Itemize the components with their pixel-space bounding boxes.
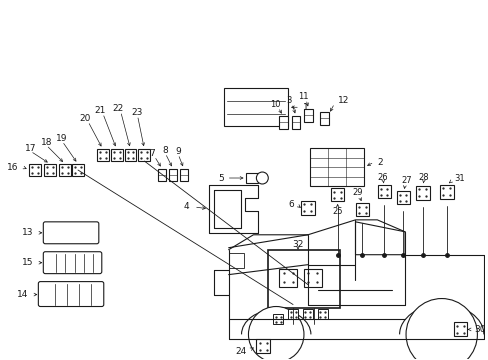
FancyBboxPatch shape bbox=[43, 252, 102, 274]
Bar bbox=[304, 109, 313, 122]
Text: 10: 10 bbox=[269, 100, 280, 109]
Text: 28: 28 bbox=[418, 172, 428, 181]
Bar bbox=[320, 112, 328, 125]
Circle shape bbox=[256, 172, 268, 184]
Bar bbox=[110, 149, 122, 161]
Text: 21: 21 bbox=[94, 106, 105, 115]
Bar bbox=[287, 310, 297, 319]
Text: 1: 1 bbox=[303, 103, 308, 112]
Bar bbox=[124, 149, 136, 161]
Text: 17: 17 bbox=[24, 144, 36, 153]
Text: 24: 24 bbox=[235, 347, 246, 356]
Text: 14: 14 bbox=[17, 290, 28, 299]
Bar bbox=[330, 189, 344, 201]
Bar bbox=[158, 169, 166, 181]
Bar bbox=[246, 173, 258, 183]
Bar bbox=[303, 310, 312, 319]
Bar bbox=[355, 203, 368, 216]
Text: 4: 4 bbox=[183, 202, 189, 211]
Text: 20: 20 bbox=[79, 114, 90, 123]
Bar bbox=[377, 185, 390, 198]
Text: 27: 27 bbox=[401, 176, 411, 185]
Text: 8: 8 bbox=[162, 145, 168, 154]
Bar bbox=[415, 186, 429, 200]
Text: 16: 16 bbox=[7, 163, 19, 172]
Bar bbox=[273, 315, 283, 324]
Text: 29: 29 bbox=[351, 188, 362, 197]
FancyBboxPatch shape bbox=[43, 222, 99, 244]
Bar bbox=[268, 250, 339, 307]
Bar bbox=[279, 269, 296, 287]
Text: 6: 6 bbox=[288, 201, 293, 210]
Bar bbox=[439, 185, 453, 199]
Bar bbox=[309, 148, 364, 186]
Text: 30: 30 bbox=[473, 325, 485, 334]
Bar bbox=[291, 116, 300, 129]
Circle shape bbox=[405, 298, 476, 360]
Bar bbox=[180, 169, 187, 181]
Bar bbox=[396, 192, 408, 204]
Text: 31: 31 bbox=[454, 174, 464, 183]
Bar bbox=[317, 310, 327, 319]
Bar bbox=[301, 201, 314, 215]
Bar bbox=[169, 169, 177, 181]
Bar bbox=[453, 323, 467, 336]
Text: 23: 23 bbox=[131, 108, 143, 117]
Text: 19: 19 bbox=[56, 134, 68, 143]
Text: 9: 9 bbox=[175, 147, 181, 156]
Text: 5: 5 bbox=[218, 174, 223, 183]
Text: 18: 18 bbox=[41, 138, 52, 147]
Bar bbox=[72, 164, 84, 176]
Bar bbox=[44, 164, 56, 176]
Text: 2: 2 bbox=[377, 158, 382, 167]
Bar bbox=[304, 269, 321, 287]
Text: 26: 26 bbox=[376, 172, 387, 181]
Text: 13: 13 bbox=[22, 228, 33, 237]
Text: 12: 12 bbox=[337, 96, 348, 105]
Bar bbox=[228, 253, 243, 268]
Text: 32: 32 bbox=[292, 240, 303, 249]
Text: 11: 11 bbox=[297, 92, 307, 101]
Text: 15: 15 bbox=[22, 258, 33, 267]
Text: 7: 7 bbox=[149, 149, 155, 158]
Text: 22: 22 bbox=[112, 104, 123, 113]
Bar bbox=[138, 149, 150, 161]
Text: 25: 25 bbox=[332, 207, 342, 216]
Bar bbox=[278, 116, 287, 129]
Circle shape bbox=[248, 306, 304, 360]
Bar bbox=[59, 164, 71, 176]
Text: 3: 3 bbox=[286, 96, 291, 105]
Bar bbox=[29, 164, 41, 176]
Bar bbox=[223, 88, 287, 126]
FancyBboxPatch shape bbox=[38, 282, 103, 306]
Bar bbox=[256, 339, 270, 353]
Bar bbox=[97, 149, 108, 161]
